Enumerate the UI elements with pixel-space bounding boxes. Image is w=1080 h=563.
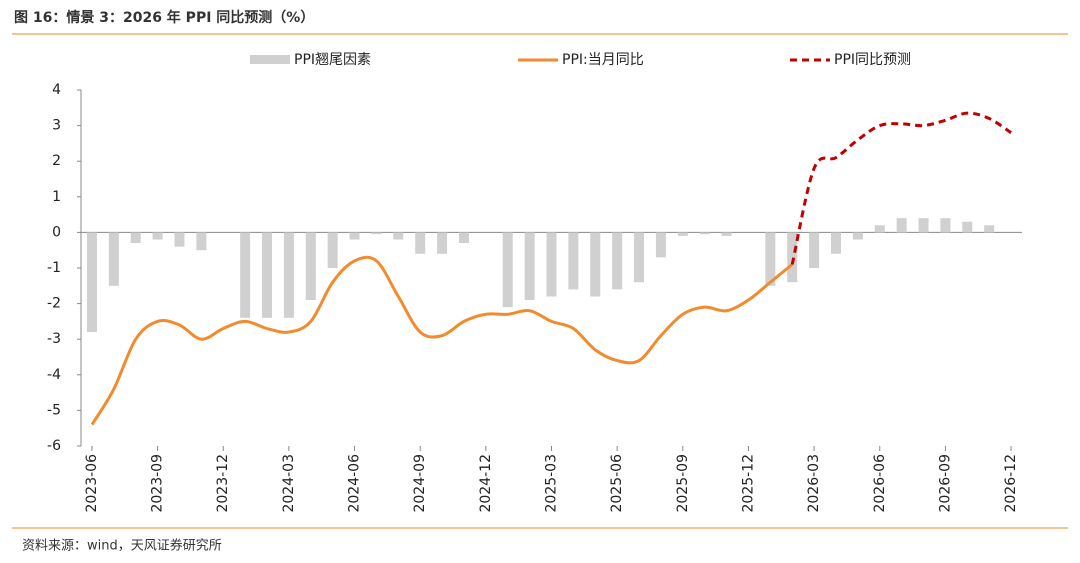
- bar: [852, 232, 863, 240]
- bar: [984, 225, 995, 233]
- y-tick-label: -6: [47, 438, 61, 454]
- bar: [830, 232, 841, 254]
- bar: [130, 232, 141, 244]
- x-tick-label: 2024-09: [412, 454, 428, 513]
- line: [90, 255, 794, 426]
- x-tick-label: 2023-12: [215, 454, 231, 513]
- x-tick-label: 2024-06: [347, 454, 363, 513]
- bar: [371, 232, 382, 235]
- x-tick-label: 2026-06: [872, 454, 888, 513]
- x-tick-label: 2024-12: [478, 454, 494, 512]
- line: [790, 111, 1012, 265]
- bar: [152, 232, 163, 240]
- bar: [174, 232, 185, 247]
- bar: [86, 232, 97, 333]
- bar: [918, 218, 929, 233]
- y-tick-label: 4: [52, 82, 61, 98]
- bar: [458, 232, 469, 244]
- y-tick-label: 2: [52, 153, 61, 169]
- y-tick-label: 1: [52, 189, 61, 205]
- x-tick-label: 2023-06: [84, 454, 100, 513]
- y-tick-label: -3: [47, 331, 61, 347]
- bar: [699, 232, 710, 235]
- x-tick-label: 2025-06: [609, 454, 625, 513]
- bar: [196, 232, 207, 251]
- bar: [874, 225, 885, 233]
- bar: [721, 232, 732, 236]
- bar: [634, 232, 645, 283]
- bar: [393, 232, 404, 240]
- legend-label: PPI:当月同比: [562, 52, 644, 68]
- bar: [305, 232, 316, 301]
- bar: [437, 232, 448, 254]
- y-tick-label: -2: [47, 296, 61, 312]
- x-tick-label: 2025-03: [544, 454, 560, 513]
- y-tick-label: 0: [52, 224, 61, 240]
- x-tick-label: 2026-09: [937, 454, 953, 513]
- bar: [896, 218, 907, 233]
- x-tick-label: 2024-03: [281, 454, 297, 513]
- bar: [327, 232, 338, 268]
- chart-title: 图 16：情景 3：2026 年 PPI 同比预测（%）: [14, 9, 314, 26]
- bar: [283, 232, 294, 318]
- bar: [415, 232, 426, 254]
- bar: [677, 232, 688, 236]
- bar: [502, 232, 513, 308]
- x-tick-label: 2025-09: [675, 454, 691, 513]
- bar: [262, 232, 273, 318]
- bar: [655, 232, 666, 258]
- legend-label: PPI同比预测: [834, 52, 911, 68]
- x-tick-label: 2026-12: [1003, 454, 1019, 513]
- bar: [765, 232, 776, 286]
- y-tick-label: -1: [47, 260, 61, 276]
- legend-swatch: [250, 55, 290, 64]
- bar: [787, 232, 798, 283]
- legend-label: PPI翘尾因素: [294, 52, 371, 68]
- x-tick-label: 2026-03: [806, 454, 822, 513]
- bar: [349, 232, 360, 240]
- source: 资料来源：wind，天风证券研究所: [22, 538, 222, 554]
- bar: [940, 218, 951, 233]
- x-tick-label: 2023-09: [150, 454, 166, 513]
- bar: [612, 232, 623, 290]
- bar: [546, 232, 557, 297]
- bar: [240, 232, 251, 318]
- x-tick-label: 2025-12: [740, 454, 756, 513]
- y-tick-label: -4: [47, 367, 61, 383]
- y-tick-label: -5: [47, 402, 61, 418]
- bar: [809, 232, 820, 268]
- bar: [590, 232, 601, 297]
- bar: [962, 221, 973, 233]
- bar: [108, 232, 119, 286]
- bar: [524, 232, 535, 301]
- y-tick-label: 3: [52, 118, 61, 134]
- bar: [568, 232, 579, 290]
